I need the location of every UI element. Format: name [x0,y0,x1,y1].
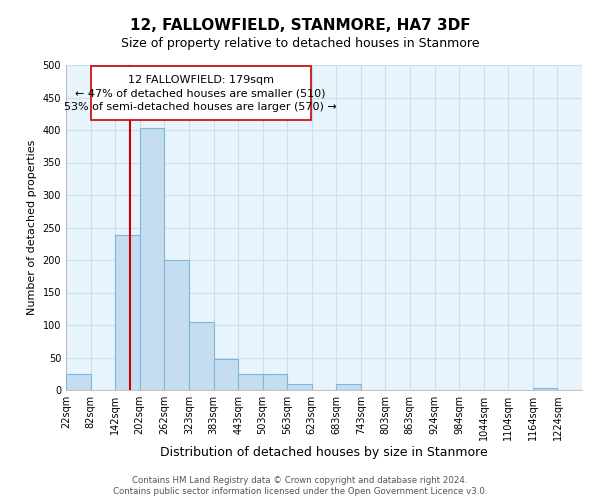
Bar [115,236,140,390]
Bar [263,374,287,390]
Bar [238,374,263,390]
Text: 12 FALLOWFIELD: 179sqm: 12 FALLOWFIELD: 179sqm [128,75,274,85]
Bar [336,384,361,390]
Text: 12, FALLOWFIELD, STANMORE, HA7 3DF: 12, FALLOWFIELD, STANMORE, HA7 3DF [130,18,470,32]
Y-axis label: Number of detached properties: Number of detached properties [27,140,37,315]
Bar [140,128,164,390]
Bar [66,374,91,390]
Bar [533,388,557,390]
Bar [214,359,238,390]
Text: Contains HM Land Registry data © Crown copyright and database right 2024.: Contains HM Land Registry data © Crown c… [132,476,468,485]
Text: Size of property relative to detached houses in Stanmore: Size of property relative to detached ho… [121,38,479,51]
Bar [164,260,188,390]
Bar [91,66,311,120]
Bar [287,384,312,390]
Text: Contains public sector information licensed under the Open Government Licence v3: Contains public sector information licen… [113,488,487,496]
Text: 53% of semi-detached houses are larger (570) →: 53% of semi-detached houses are larger (… [64,102,337,112]
Text: ← 47% of detached houses are smaller (510): ← 47% of detached houses are smaller (51… [75,88,326,99]
X-axis label: Distribution of detached houses by size in Stanmore: Distribution of detached houses by size … [160,446,488,459]
Bar [189,322,214,390]
